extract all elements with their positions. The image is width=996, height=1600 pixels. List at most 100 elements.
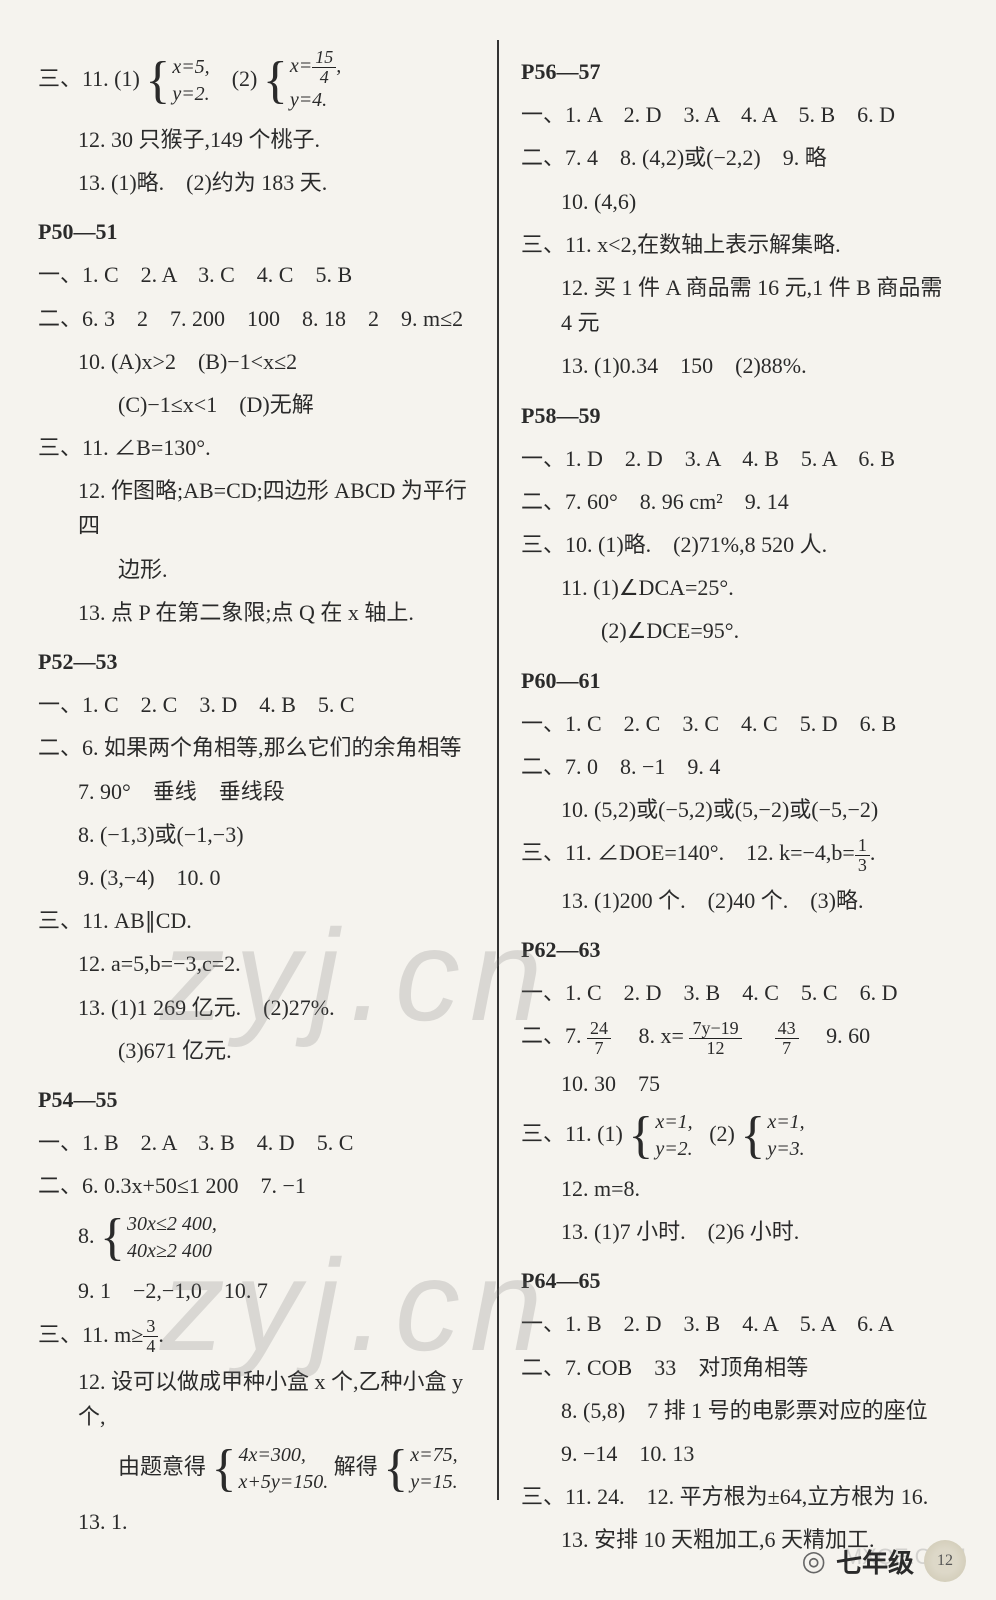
answer-line: 8. (−1,3)或(−1,−3) — [38, 817, 475, 852]
brace-group: { x=154, y=4. — [263, 48, 341, 114]
num: 3 — [143, 1317, 158, 1337]
section-header: P52—53 — [38, 644, 475, 679]
left-column: 三、11. (1) { x=5, y=2. (2) { x=154, y=4. — [20, 40, 493, 1500]
section-header: P64—65 — [521, 1263, 958, 1298]
section-header: P60—61 — [521, 663, 958, 698]
num: 7y−19 — [689, 1019, 741, 1039]
answer-line: 边形. — [38, 552, 475, 587]
section-header: P56—57 — [521, 54, 958, 89]
answer-line: 三、11. AB∥CD. — [38, 903, 475, 938]
suf: . — [870, 840, 876, 865]
answer-line: 由题意得 { 4x=300, x+5y=150. 解得 { x=75, y=15… — [38, 1442, 475, 1496]
answer-line: 三、11. x<2,在数轴上表示解集略. — [521, 227, 958, 262]
eq: x=5, — [172, 54, 209, 81]
answer-line: 12. 作图略;AB=CD;四边形 ABCD 为平行四 — [38, 473, 475, 543]
section-header: P58—59 — [521, 398, 958, 433]
answer-line: 13. 1. — [38, 1504, 475, 1539]
eq: x= — [290, 55, 312, 77]
answer-line: 12. m=8. — [521, 1171, 958, 1206]
answer-line: 二、6. 0.3x+50≤1 200 7. −1 — [38, 1168, 475, 1203]
answer-line: 三、11. (1) { x=5, y=2. (2) { x=154, y=4. — [38, 48, 475, 114]
brace: { — [100, 1216, 125, 1260]
eq: 4x=300, — [238, 1442, 328, 1469]
answer-line: 一、1. C 2. D 3. B 4. C 5. C 6. D — [521, 975, 958, 1010]
answer-line: 一、1. B 2. A 3. B 4. D 5. C — [38, 1125, 475, 1160]
spiral-icon: ◎ — [802, 1544, 826, 1578]
text: 由题意得 — [118, 1454, 206, 1479]
answer-line: 10. (A)x>2 (B)−1<x≤2 — [38, 344, 475, 379]
answer-line: 8. { 30x≤2 400, 40x≥2 400 — [38, 1211, 475, 1265]
eq: x=1, — [655, 1109, 692, 1136]
brace: { — [145, 59, 170, 103]
answer-line: 13. (1)1 269 亿元. (2)27%. — [38, 990, 475, 1025]
answer-line: (C)−1≤x<1 (D)无解 — [38, 387, 475, 422]
eq: x+5y=150. — [238, 1469, 328, 1496]
answer-line: 13. (1)0.34 150 (2)88%. — [521, 348, 958, 383]
eq: y=2. — [655, 1136, 692, 1163]
brace: { — [628, 1114, 653, 1158]
answer-line: 二、6. 3 2 7. 200 100 8. 18 2 9. m≤2 — [38, 301, 475, 336]
footer-badge: 12 — [924, 1540, 966, 1582]
eq: x=1, — [767, 1109, 804, 1136]
answer-line: 三、11. (1) { x=1, y=2. (2) { x=1, y=3. — [521, 1109, 958, 1163]
num: 43 — [775, 1019, 799, 1039]
text: 二、6. 3 2 7. 200 100 8. 18 2 9. m≤2 — [38, 306, 463, 331]
answer-line: 二、7. COB 33 对顶角相等 — [521, 1350, 958, 1385]
answer-line: 三、11. ∠B=130°. — [38, 430, 475, 465]
brace-group: { 30x≤2 400, 40x≥2 400 — [100, 1211, 217, 1265]
answer-line: 13. (1)200 个. (2)40 个. (3)略. — [521, 883, 958, 918]
answer-line: 10. 30 75 — [521, 1066, 958, 1101]
den: 4 — [312, 68, 336, 87]
answer-line: 二、7. 60° 8. 96 cm² 9. 14 — [521, 484, 958, 519]
answer-line: 一、1. A 2. D 3. A 4. A 5. B 6. D — [521, 97, 958, 132]
answer-line: 12. 30 只猴子,149 个桃子. — [38, 122, 475, 157]
column-divider — [497, 40, 499, 1500]
num: 15 — [312, 48, 336, 68]
section-header: P62—63 — [521, 932, 958, 967]
eq: 40x≥2 400 — [127, 1238, 217, 1265]
text: 三、11. (1) — [38, 66, 140, 91]
answer-line: (3)671 亿元. — [38, 1033, 475, 1068]
text: 二、7. — [521, 1023, 587, 1048]
answer-line: (2)∠DCE=95°. — [521, 613, 958, 648]
brace-group: { x=5, y=2. — [145, 54, 209, 108]
answer-line: 9. (3,−4) 10. 0 — [38, 860, 475, 895]
answer-line: 13. (1)略. (2)约为 183 天. — [38, 165, 475, 200]
answer-line: 三、11. 24. 12. 平方根为±64,立方根为 16. — [521, 1479, 958, 1514]
den: 7 — [587, 1039, 611, 1058]
eq: x=75, — [410, 1442, 457, 1469]
brace: { — [263, 59, 288, 103]
text: 解得 — [334, 1454, 378, 1479]
answer-line: 10. (4,6) — [521, 184, 958, 219]
brace: { — [383, 1447, 408, 1491]
answer-line: 一、1. C 2. C 3. D 4. B 5. C — [38, 687, 475, 722]
answer-line: 一、1. D 2. D 3. A 4. B 5. A 6. B — [521, 441, 958, 476]
section-header: P54—55 — [38, 1082, 475, 1117]
suf: , — [336, 55, 341, 77]
answer-line: 13. 点 P 在第二象限;点 Q 在 x 轴上. — [38, 595, 475, 630]
answer-line: 一、1. C 2. C 3. C 4. C 5. D 6. B — [521, 706, 958, 741]
brace-group: { x=1, y=3. — [740, 1109, 804, 1163]
answer-line: 8. (5,8) 7 排 1 号的电影票对应的座位 — [521, 1393, 958, 1428]
answer-line: 12. 买 1 件 A 商品需 16 元,1 件 B 商品需 4 元 — [521, 270, 958, 340]
answer-line: 三、10. (1)略. (2)71%,8 520 人. — [521, 527, 958, 562]
answer-line: 三、11. m≥34. — [38, 1317, 475, 1356]
eq: y=4. — [290, 87, 341, 114]
text: (2) — [709, 1121, 735, 1146]
answer-line: 二、7. 247 8. x= 7y−1912 437 9. 60 — [521, 1018, 958, 1057]
text: (2) — [232, 66, 258, 91]
answer-line: 7. 90° 垂线 垂线段 — [38, 774, 475, 809]
eq: y=3. — [767, 1136, 804, 1163]
num: 24 — [587, 1019, 611, 1039]
answer-line: 12. 设可以做成甲种小盒 x 个,乙种小盒 y 个, — [38, 1364, 475, 1434]
answer-line: 10. (5,2)或(−5,2)或(5,−2)或(−5,−2) — [521, 792, 958, 827]
brace-group: { 4x=300, x+5y=150. — [212, 1442, 329, 1496]
brace: { — [212, 1447, 237, 1491]
answer-line: 三、11. ∠DOE=140°. 12. k=−4,b=13. — [521, 835, 958, 874]
answer-line: 9. 1 −2,−1,0 10. 7 — [38, 1273, 475, 1308]
brace-group: { x=75, y=15. — [383, 1442, 457, 1496]
answer-line: 二、6. 如果两个角相等,那么它们的余角相等 — [38, 730, 475, 765]
eq: y=2. — [172, 81, 209, 108]
text: 9. 60 — [804, 1023, 870, 1048]
den: 3 — [855, 856, 870, 875]
